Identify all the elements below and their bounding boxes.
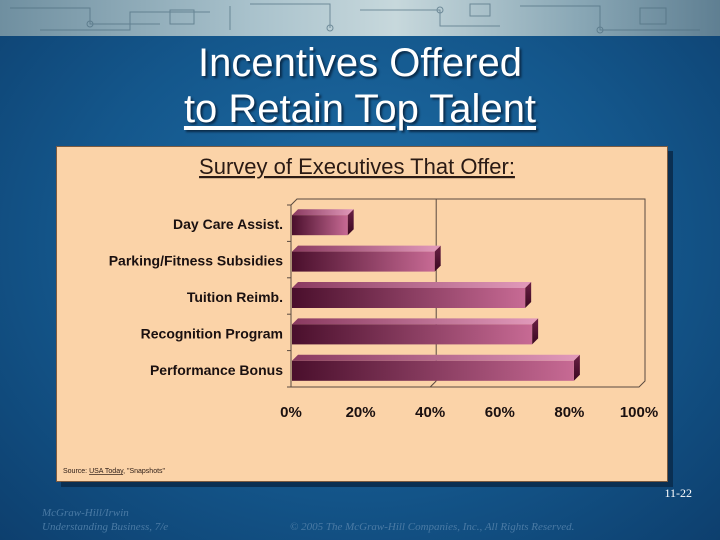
bar-top [292, 318, 539, 325]
bar-side [434, 245, 441, 272]
category-label: Recognition Program [141, 325, 283, 341]
footer-book: Understanding Business, 7/e [42, 521, 169, 533]
bar-top [292, 282, 532, 288]
bar-face [292, 360, 574, 381]
chart-panel: Survey of Executives That Offer: Day Car… [56, 146, 668, 482]
x-tick-label: 0% [280, 404, 302, 421]
title-line-2: to Retain Top Talent [183, 87, 537, 131]
bar-side [573, 354, 580, 381]
bar-side [532, 318, 539, 345]
slide-number: 11-22 [664, 486, 692, 500]
decorative-banner [0, 0, 720, 36]
category-label: Tuition Reimb. [187, 289, 283, 305]
bar-side [347, 209, 354, 236]
title-line-1: Incentives Offered [198, 41, 522, 85]
bar-day-care-assist [292, 209, 354, 236]
bar-face [292, 251, 435, 272]
x-tick-label: 100% [620, 404, 658, 421]
bar-recognition-program [292, 318, 539, 345]
circuit-pattern-icon [10, 3, 700, 34]
footer-publisher-block: McGraw-Hill/Irwin Understanding Business… [42, 506, 242, 534]
bar-face [292, 288, 526, 308]
bar-top [292, 354, 580, 361]
x-tick-label: 20% [346, 404, 376, 421]
slide-title: Incentives Offered to Retain Top Talent [0, 40, 720, 132]
category-label: Parking/Fitness Subsidies [109, 253, 283, 269]
bar-performance-bonus [292, 354, 580, 381]
bar-top [292, 245, 441, 252]
chart-source: Source: USA Today, "Snapshots" [63, 468, 166, 475]
bar-face [292, 215, 348, 236]
x-tick-label: 40% [415, 404, 445, 421]
category-label: Performance Bonus [150, 362, 283, 378]
bar-chart: Survey of Executives That Offer: Day Car… [63, 154, 658, 475]
category-label: Day Care Assist. [173, 216, 283, 232]
gridline-floor [429, 380, 437, 388]
bar-top [292, 209, 354, 216]
chart-title: Survey of Executives That Offer: [199, 154, 515, 179]
footer-publisher: McGraw-Hill/Irwin [42, 507, 129, 519]
bar-parking-fitness-subsidies [292, 245, 441, 272]
x-tick-label: 60% [485, 404, 515, 421]
footer-copyright: © 2005 The McGraw-Hill Companies, Inc., … [290, 521, 575, 533]
bar-side [525, 282, 532, 308]
plot-area: Day Care Assist. Parking/Fitness Subsidie… [109, 198, 658, 421]
bar-tuition-reimb [292, 282, 532, 308]
bar-face [292, 324, 533, 345]
x-tick-label: 80% [554, 404, 584, 421]
